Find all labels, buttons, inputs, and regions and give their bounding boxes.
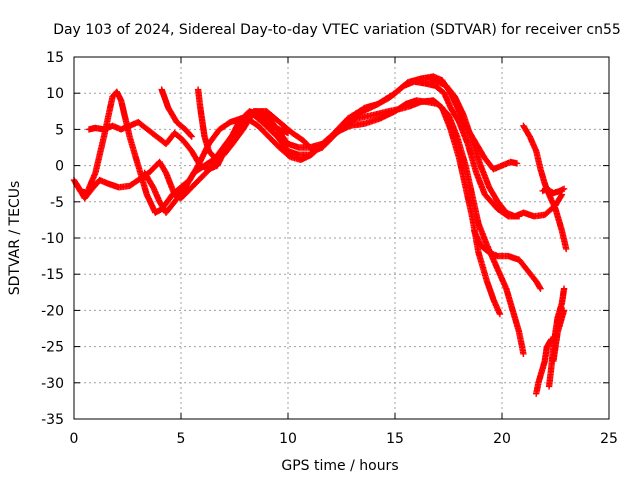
series-track-i xyxy=(520,122,570,253)
y-tick-label: -30 xyxy=(41,376,64,392)
series-markers xyxy=(85,108,292,173)
x-tick-label: 15 xyxy=(386,431,404,447)
series-markers xyxy=(539,185,568,197)
x-tick-label: 10 xyxy=(279,431,297,447)
y-tick-label: -25 xyxy=(41,340,64,356)
x-axis-title: GPS time / hours xyxy=(281,458,398,474)
grid-lines xyxy=(74,57,609,419)
series-track-k xyxy=(533,336,555,397)
series-track-h xyxy=(471,227,544,292)
tick-labels: 0 5 10 15 20 25 -35 -30 -25 -20 -15 -10 -5 0 5 10 15 xyxy=(41,50,618,447)
series-markers xyxy=(471,227,544,292)
axis-ticks xyxy=(73,56,610,420)
x-tick-label: 5 xyxy=(177,431,186,447)
series-track-c xyxy=(85,108,292,173)
x-tick-label: 0 xyxy=(70,431,79,447)
y-tick-label: 15 xyxy=(46,50,64,66)
y-tick-label: 0 xyxy=(55,159,64,175)
series-markers xyxy=(158,86,195,140)
y-tick-label: -5 xyxy=(50,195,64,211)
y-tick-label: -35 xyxy=(41,412,64,428)
series-track-e xyxy=(158,86,195,140)
y-tick-label: 10 xyxy=(46,86,64,102)
y-tick-label: 5 xyxy=(55,122,64,138)
data-markers xyxy=(70,73,570,397)
x-tick-label: 25 xyxy=(600,431,618,447)
chart-title: Day 103 of 2024, Sidereal Day-to-day VTE… xyxy=(53,22,621,38)
y-tick-label: -15 xyxy=(41,267,64,283)
series-track-j xyxy=(539,185,568,197)
series-markers xyxy=(550,307,568,365)
series-track-m xyxy=(550,307,568,365)
series-markers xyxy=(426,75,566,220)
series-track-g xyxy=(426,75,566,220)
series-markers xyxy=(520,122,570,253)
x-tick-label: 20 xyxy=(493,431,511,447)
y-tick-label: -20 xyxy=(41,303,64,319)
series-markers xyxy=(533,336,555,397)
y-axis-title: SDTVAR / TECUs xyxy=(7,181,23,296)
y-tick-label: -10 xyxy=(41,231,64,247)
